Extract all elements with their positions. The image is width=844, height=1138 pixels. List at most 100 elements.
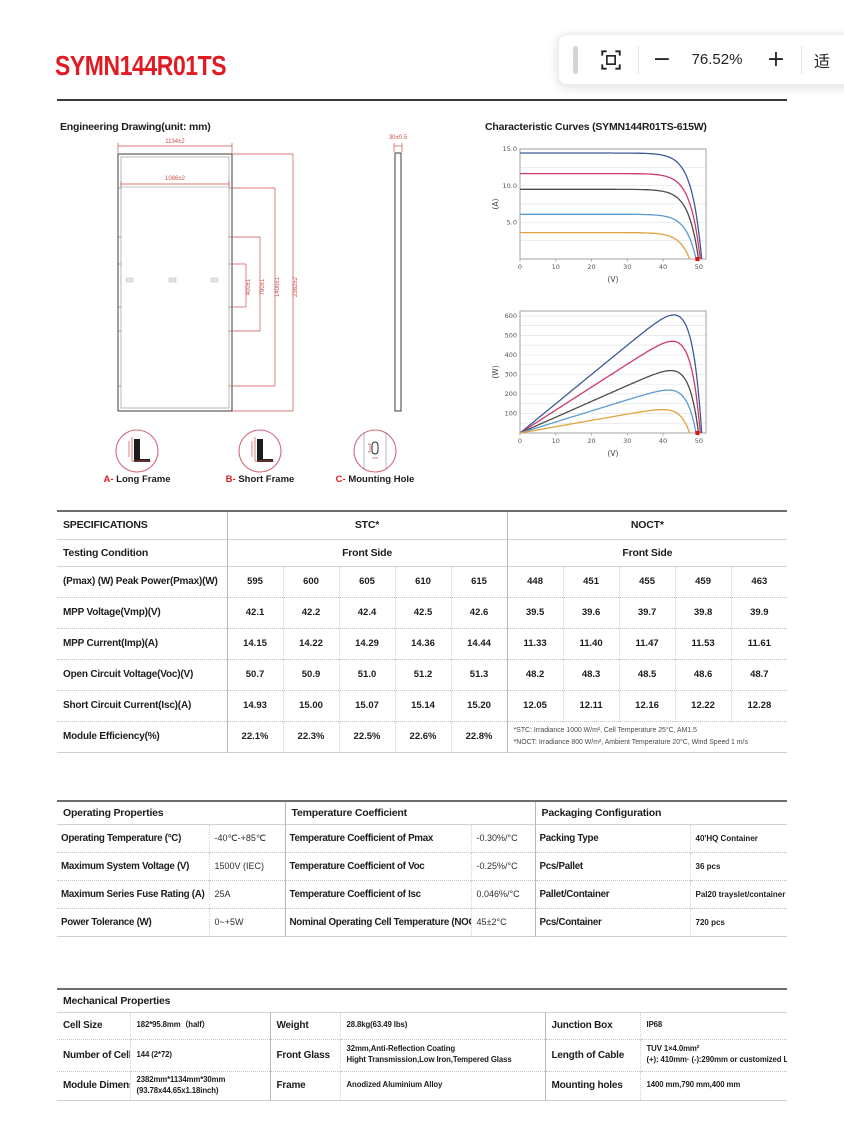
fit-to-width-icon (601, 49, 621, 70)
mechanical-row: Module Dimension 2382mm*1134mm*30mm(93.7… (57, 1071, 788, 1100)
characteristic-curves-title: Characteristic Curves (SYMN144R01TS-615W… (485, 121, 707, 133)
spec-value-cell: 39.8 (674, 597, 732, 628)
toolbar-divider (638, 45, 639, 74)
spec-value-cell: 459 (674, 566, 732, 597)
short-frame-glyph (251, 437, 274, 462)
spec-value-cell: 455 (618, 566, 676, 597)
spec-value-cell: 448 (506, 566, 564, 597)
svg-text:5.0: 5.0 (507, 219, 517, 227)
spec-value-cell: 39.6 (562, 597, 620, 628)
spec-value-cell: 11.61 (730, 628, 788, 659)
svg-text:20: 20 (587, 263, 595, 271)
svg-text:50: 50 (695, 263, 703, 271)
properties-row: Maximum System Voltage (V) 1500V (IEC) T… (57, 852, 788, 880)
dim-790: 790±1 (260, 278, 266, 295)
svg-text:300: 300 (505, 371, 517, 379)
properties-table: Operating Properties Temperature Coeffic… (57, 800, 788, 937)
toolbar-divider (801, 45, 802, 74)
svg-text:10.0: 10.0 (503, 182, 517, 190)
spec-value-cell: 22.1% (226, 721, 283, 752)
operating-properties-header: Operating Properties (63, 806, 164, 819)
toolbar-drag-handle[interactable] (573, 45, 578, 74)
properties-row: Maximum Series Fuse Rating (A) 25A Tempe… (57, 880, 788, 908)
spec-value-cell: 595 (226, 566, 283, 597)
packaging-configuration-header: Packaging Configuration (534, 801, 788, 824)
spec-value-cell: 14.29 (338, 628, 395, 659)
detail-circle-mounting-hole (353, 429, 397, 473)
svg-text:30: 30 (623, 263, 631, 271)
svg-text:100: 100 (505, 410, 517, 418)
dim-thickness: 30±0.5 (389, 135, 408, 141)
front-side-stc: Front Side (226, 539, 508, 566)
spec-footnote: *STC: Irradiance 1000 W/m², Cell Tempera… (506, 721, 788, 752)
engineering-drawing: 1134±2 1086±2 400±1 790±1 1400±1 2382±2 … (115, 135, 408, 473)
fit-to-width-button[interactable] (596, 45, 626, 75)
zoom-level[interactable]: 76.52% (691, 51, 743, 68)
mounting-hole-marks (117, 187, 233, 387)
svg-text:15.0: 15.0 (503, 145, 517, 153)
spec-value-cell: 12.28 (730, 690, 788, 721)
spec-value-cell: 42.2 (282, 597, 339, 628)
pv-curve-chart: 0 10 20 30 40 50 100 200 300 400 500 600 (V) (W) (491, 310, 707, 458)
dim-1400: 1400±1 (275, 276, 281, 297)
svg-text:200: 200 (505, 390, 517, 398)
detail-circle-short-frame (238, 429, 282, 473)
svg-text:0: 0 (518, 263, 522, 271)
spec-value-cell: 48.3 (562, 659, 620, 690)
spec-value-cell: 12.11 (562, 690, 620, 721)
spec-value-cell: 22.3% (282, 721, 339, 752)
spec-row-pmax: (Pmax) (W) Peak Power(Pmax)(W) 595 600 6… (57, 566, 788, 597)
spec-value-cell: 39.7 (618, 597, 676, 628)
svg-text:10: 10 (552, 437, 560, 445)
spec-value-cell: 11.53 (674, 628, 732, 659)
spec-value-cell: 12.16 (618, 690, 676, 721)
spec-value-cell: 11.40 (562, 628, 620, 659)
spec-value-cell: 14.15 (226, 628, 283, 659)
mounting-hole-glyph (363, 432, 387, 470)
spec-value-cell: 22.8% (450, 721, 508, 752)
svg-text:20: 20 (587, 437, 595, 445)
spec-value-cell: 51.0 (338, 659, 395, 690)
svg-text:40: 40 (659, 437, 667, 445)
spec-row-vmp: MPP Voltage(Vmp)(V) 42.1 42.2 42.4 42.5 … (57, 597, 788, 628)
spec-value-cell: 11.33 (506, 628, 564, 659)
spec-value-cell: 15.07 (338, 690, 395, 721)
page-title: SYMN144R01TS (55, 50, 227, 81)
temperature-coefficient-header: Temperature Coefficient (284, 801, 536, 824)
spec-value-cell: 451 (562, 566, 620, 597)
spec-value-cell: 22.6% (394, 721, 451, 752)
svg-text:(V): (V) (608, 449, 619, 458)
footnote-noct: *NOCT: Irradiance 800 W/m², Ambient Temp… (513, 738, 748, 746)
svg-text:10: 10 (552, 263, 560, 271)
spec-value-cell: 463 (730, 566, 788, 597)
zoom-out-button[interactable]: − (649, 47, 675, 72)
spec-value-cell: 14.44 (450, 628, 508, 659)
properties-row: Operating Temperature (°C) -40℃-+85℃ Tem… (57, 824, 788, 852)
detail-letter-a: A- (103, 474, 114, 485)
spec-value-cell: 42.5 (394, 597, 451, 628)
svg-text:400: 400 (505, 351, 517, 359)
spec-row-voc: Open Circuit Voltage(Voc)(V) 50.7 50.9 5… (57, 659, 788, 690)
dim-width-inner: 1086±2 (165, 176, 186, 182)
front-side-noct: Front Side (506, 539, 788, 566)
spec-value-cell: 39.9 (730, 597, 788, 628)
spec-value-cell: 42.6 (450, 597, 508, 628)
detail-circle-long-frame (115, 429, 159, 473)
svg-text:50: 50 (695, 437, 703, 445)
spec-value-cell: 50.9 (282, 659, 339, 690)
svg-text:(V): (V) (608, 275, 619, 284)
spec-value-cell: 14.93 (226, 690, 283, 721)
properties-row: Power Tolerance (W) 0~+5W Nominal Operat… (57, 908, 788, 936)
svg-text:500: 500 (505, 332, 517, 340)
svg-text:(W): (W) (491, 365, 500, 378)
mechanical-properties-header: Mechanical Properties (63, 994, 171, 1007)
zoom-in-button[interactable]: + (763, 47, 789, 72)
toolbar-extra-button[interactable]: 适 (814, 53, 831, 71)
mechanical-row: Cell Size 182*95.8mm（half） Weight 28.8kg… (57, 1012, 788, 1039)
spec-value-cell: 50.7 (226, 659, 283, 690)
svg-text:30: 30 (623, 437, 631, 445)
spec-value-cell: 11.47 (618, 628, 676, 659)
spec-row-imp: MPP Current(Imp)(A) 14.15 14.22 14.29 14… (57, 628, 788, 659)
mechanical-row: Number of Cells 144 (2*72) Front Glass 3… (57, 1039, 788, 1071)
mechanical-properties-table: Mechanical Properties Cell Size 182*95.8… (57, 988, 788, 1101)
